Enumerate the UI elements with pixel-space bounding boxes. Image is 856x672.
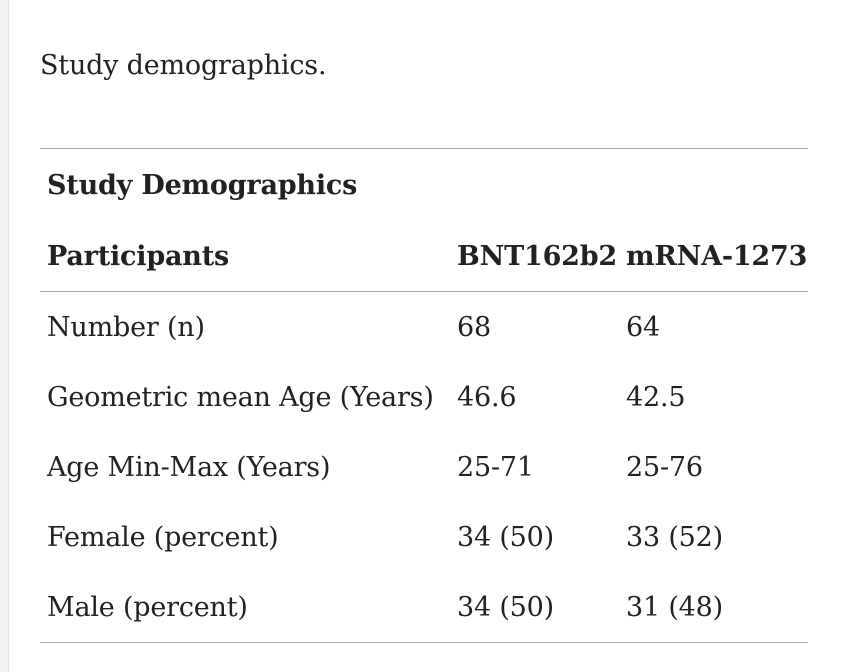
table-caption: Study demographics.: [40, 50, 327, 81]
mrna-1273-value: 31 (48): [626, 591, 723, 623]
mrna-1273-value: 42.5: [626, 381, 686, 413]
bnt162b2-value: 68: [457, 311, 491, 343]
row-label: Geometric mean Age (Years): [47, 381, 434, 413]
table-row: Age Min-Max (Years) 25-71 25-76: [40, 432, 808, 502]
row-label: Number (n): [47, 311, 205, 343]
table-row: Geometric mean Age (Years) 46.6 42.5: [40, 362, 808, 432]
page-left-border: [0, 0, 9, 672]
row-label: Age Min-Max (Years): [47, 451, 331, 483]
column-header-bnt162b2: BNT162b2: [457, 240, 618, 272]
row-label: Male (percent): [47, 591, 248, 623]
table-row: Number (n) 68 64: [40, 292, 808, 363]
bnt162b2-value: 25-71: [457, 451, 534, 483]
column-header-participants: Participants: [47, 240, 229, 272]
table-title-row: Study Demographics: [40, 148, 808, 222]
column-header-mrna-1273: mRNA-1273: [626, 240, 808, 272]
table-header-row: Participants BNT162b2 mRNA-1273: [40, 221, 808, 292]
table-row: Female (percent) 34 (50) 33 (52): [40, 502, 808, 572]
bnt162b2-value: 34 (50): [457, 591, 554, 623]
bnt162b2-value: 46.6: [457, 381, 517, 413]
bnt162b2-value: 34 (50): [457, 521, 554, 553]
mrna-1273-value: 64: [626, 311, 660, 343]
mrna-1273-value: 33 (52): [626, 521, 723, 553]
table-row: Male (percent) 34 (50) 31 (48): [40, 572, 808, 643]
row-label: Female (percent): [47, 521, 279, 553]
demographics-table: Study Demographics Participants BNT162b2…: [40, 148, 808, 643]
table-title: Study Demographics: [47, 169, 358, 201]
mrna-1273-value: 25-76: [626, 451, 703, 483]
